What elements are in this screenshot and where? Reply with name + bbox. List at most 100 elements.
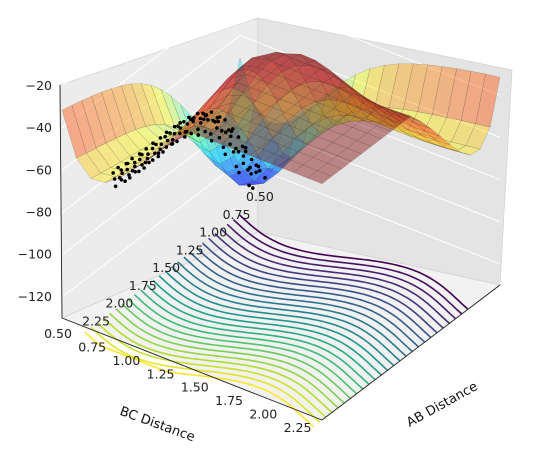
surface-patch <box>280 57 306 72</box>
surface-patch <box>309 68 335 83</box>
surface-patch <box>259 106 286 121</box>
surface-patch <box>451 120 476 146</box>
trajectory-point <box>223 152 228 157</box>
surface-patch <box>228 170 255 186</box>
trajectory-point <box>196 133 200 137</box>
trajectory-point <box>128 176 132 180</box>
surface-patch <box>306 123 332 145</box>
contour-line <box>140 289 370 385</box>
surface-patch <box>364 107 390 123</box>
surface-patch <box>218 87 244 115</box>
surface-patch <box>278 159 304 173</box>
surface-patch <box>328 87 354 102</box>
surface-patch <box>330 74 356 124</box>
z-gridline <box>61 34 501 171</box>
surface-patch <box>276 51 301 59</box>
trajectory-point <box>176 124 180 128</box>
surface-patch <box>357 99 383 113</box>
surface-patch <box>226 82 252 96</box>
surface-patch <box>121 83 146 130</box>
trajectory-point <box>170 138 175 142</box>
surface-patch <box>362 96 388 112</box>
surface-patch <box>217 65 243 90</box>
trajectory-point <box>202 117 206 122</box>
surface-patch <box>292 134 317 159</box>
trajectory-point <box>234 146 238 151</box>
surface-patch <box>407 111 433 135</box>
trajectory-point <box>237 170 241 175</box>
trajectory-point <box>150 146 155 151</box>
surface-patch <box>248 119 273 156</box>
surface-patch <box>267 152 293 173</box>
contour-line <box>84 331 314 428</box>
trajectory-point <box>150 158 155 162</box>
surface-patch <box>283 138 309 153</box>
surface-patch <box>296 125 322 145</box>
trajectory-point <box>247 183 251 188</box>
trajectory-point <box>123 179 127 183</box>
surface-patch <box>180 104 206 155</box>
contour-lines <box>84 214 469 428</box>
surface-patch <box>227 57 253 79</box>
trajectory-point <box>223 118 227 122</box>
surface-patch <box>421 135 447 149</box>
trajectory-point <box>164 145 169 149</box>
surface-patch <box>382 106 407 117</box>
trajectory-point <box>168 131 172 135</box>
surface-patch <box>422 114 448 139</box>
surface-patch <box>257 60 283 86</box>
contour-line <box>170 265 401 362</box>
trajectory-point <box>137 169 141 174</box>
surface-patch <box>238 103 264 140</box>
surface-patch <box>115 133 141 157</box>
contour-line <box>96 322 327 418</box>
surface-patch <box>329 69 355 92</box>
surface-patch <box>241 57 268 68</box>
y-axis-label: BC Distance <box>118 404 197 445</box>
surface-patch <box>445 147 471 156</box>
surface-patch <box>344 102 370 121</box>
trajectory-point <box>196 127 200 131</box>
trajectory-point <box>241 154 246 158</box>
surface-patch <box>224 169 250 186</box>
trajectory-point <box>159 142 164 147</box>
tick-labels: −20 −40 −60 −80 −100 −120 0.50 0.75 1.00 1.25 1.50… <box>18 78 312 435</box>
trajectory-point <box>163 134 167 139</box>
trajectory-point <box>224 130 228 134</box>
contour-line <box>189 251 420 348</box>
surface-patch <box>316 162 343 177</box>
surface-patch <box>332 100 359 115</box>
trajectory-point <box>182 120 186 124</box>
surface-patch <box>342 93 369 108</box>
z-tick-label: −20 <box>26 78 52 93</box>
trajectory-point <box>203 129 207 134</box>
surface-patch <box>91 91 117 144</box>
surface-patch <box>255 93 281 107</box>
surface-patch <box>231 95 257 109</box>
z-tick-label: −100 <box>18 247 52 262</box>
contour-line <box>133 294 364 390</box>
bc-tick-label: 2.00 <box>249 407 277 422</box>
surface-patch <box>318 95 344 109</box>
surface-patch <box>228 92 254 125</box>
surface-patch <box>61 104 87 159</box>
surface-patch <box>257 137 283 169</box>
surface-patch <box>304 89 330 104</box>
surface-patch <box>252 51 277 60</box>
surface-patch <box>342 127 368 141</box>
trajectory-point <box>133 164 137 169</box>
surface-patch <box>213 113 239 144</box>
surface-patch <box>81 95 107 149</box>
surface-patch <box>304 60 330 71</box>
trajectory-point <box>240 144 245 149</box>
bc-tick-label: 1.50 <box>181 380 209 395</box>
surface-patch <box>232 68 258 93</box>
trajectory-point <box>113 184 118 189</box>
surface-patch <box>392 121 418 138</box>
surface-patch <box>402 131 428 143</box>
surface-patch <box>323 75 350 89</box>
surface-patch <box>313 82 340 96</box>
trajectory-point <box>142 166 146 170</box>
surface-patch <box>376 117 402 132</box>
